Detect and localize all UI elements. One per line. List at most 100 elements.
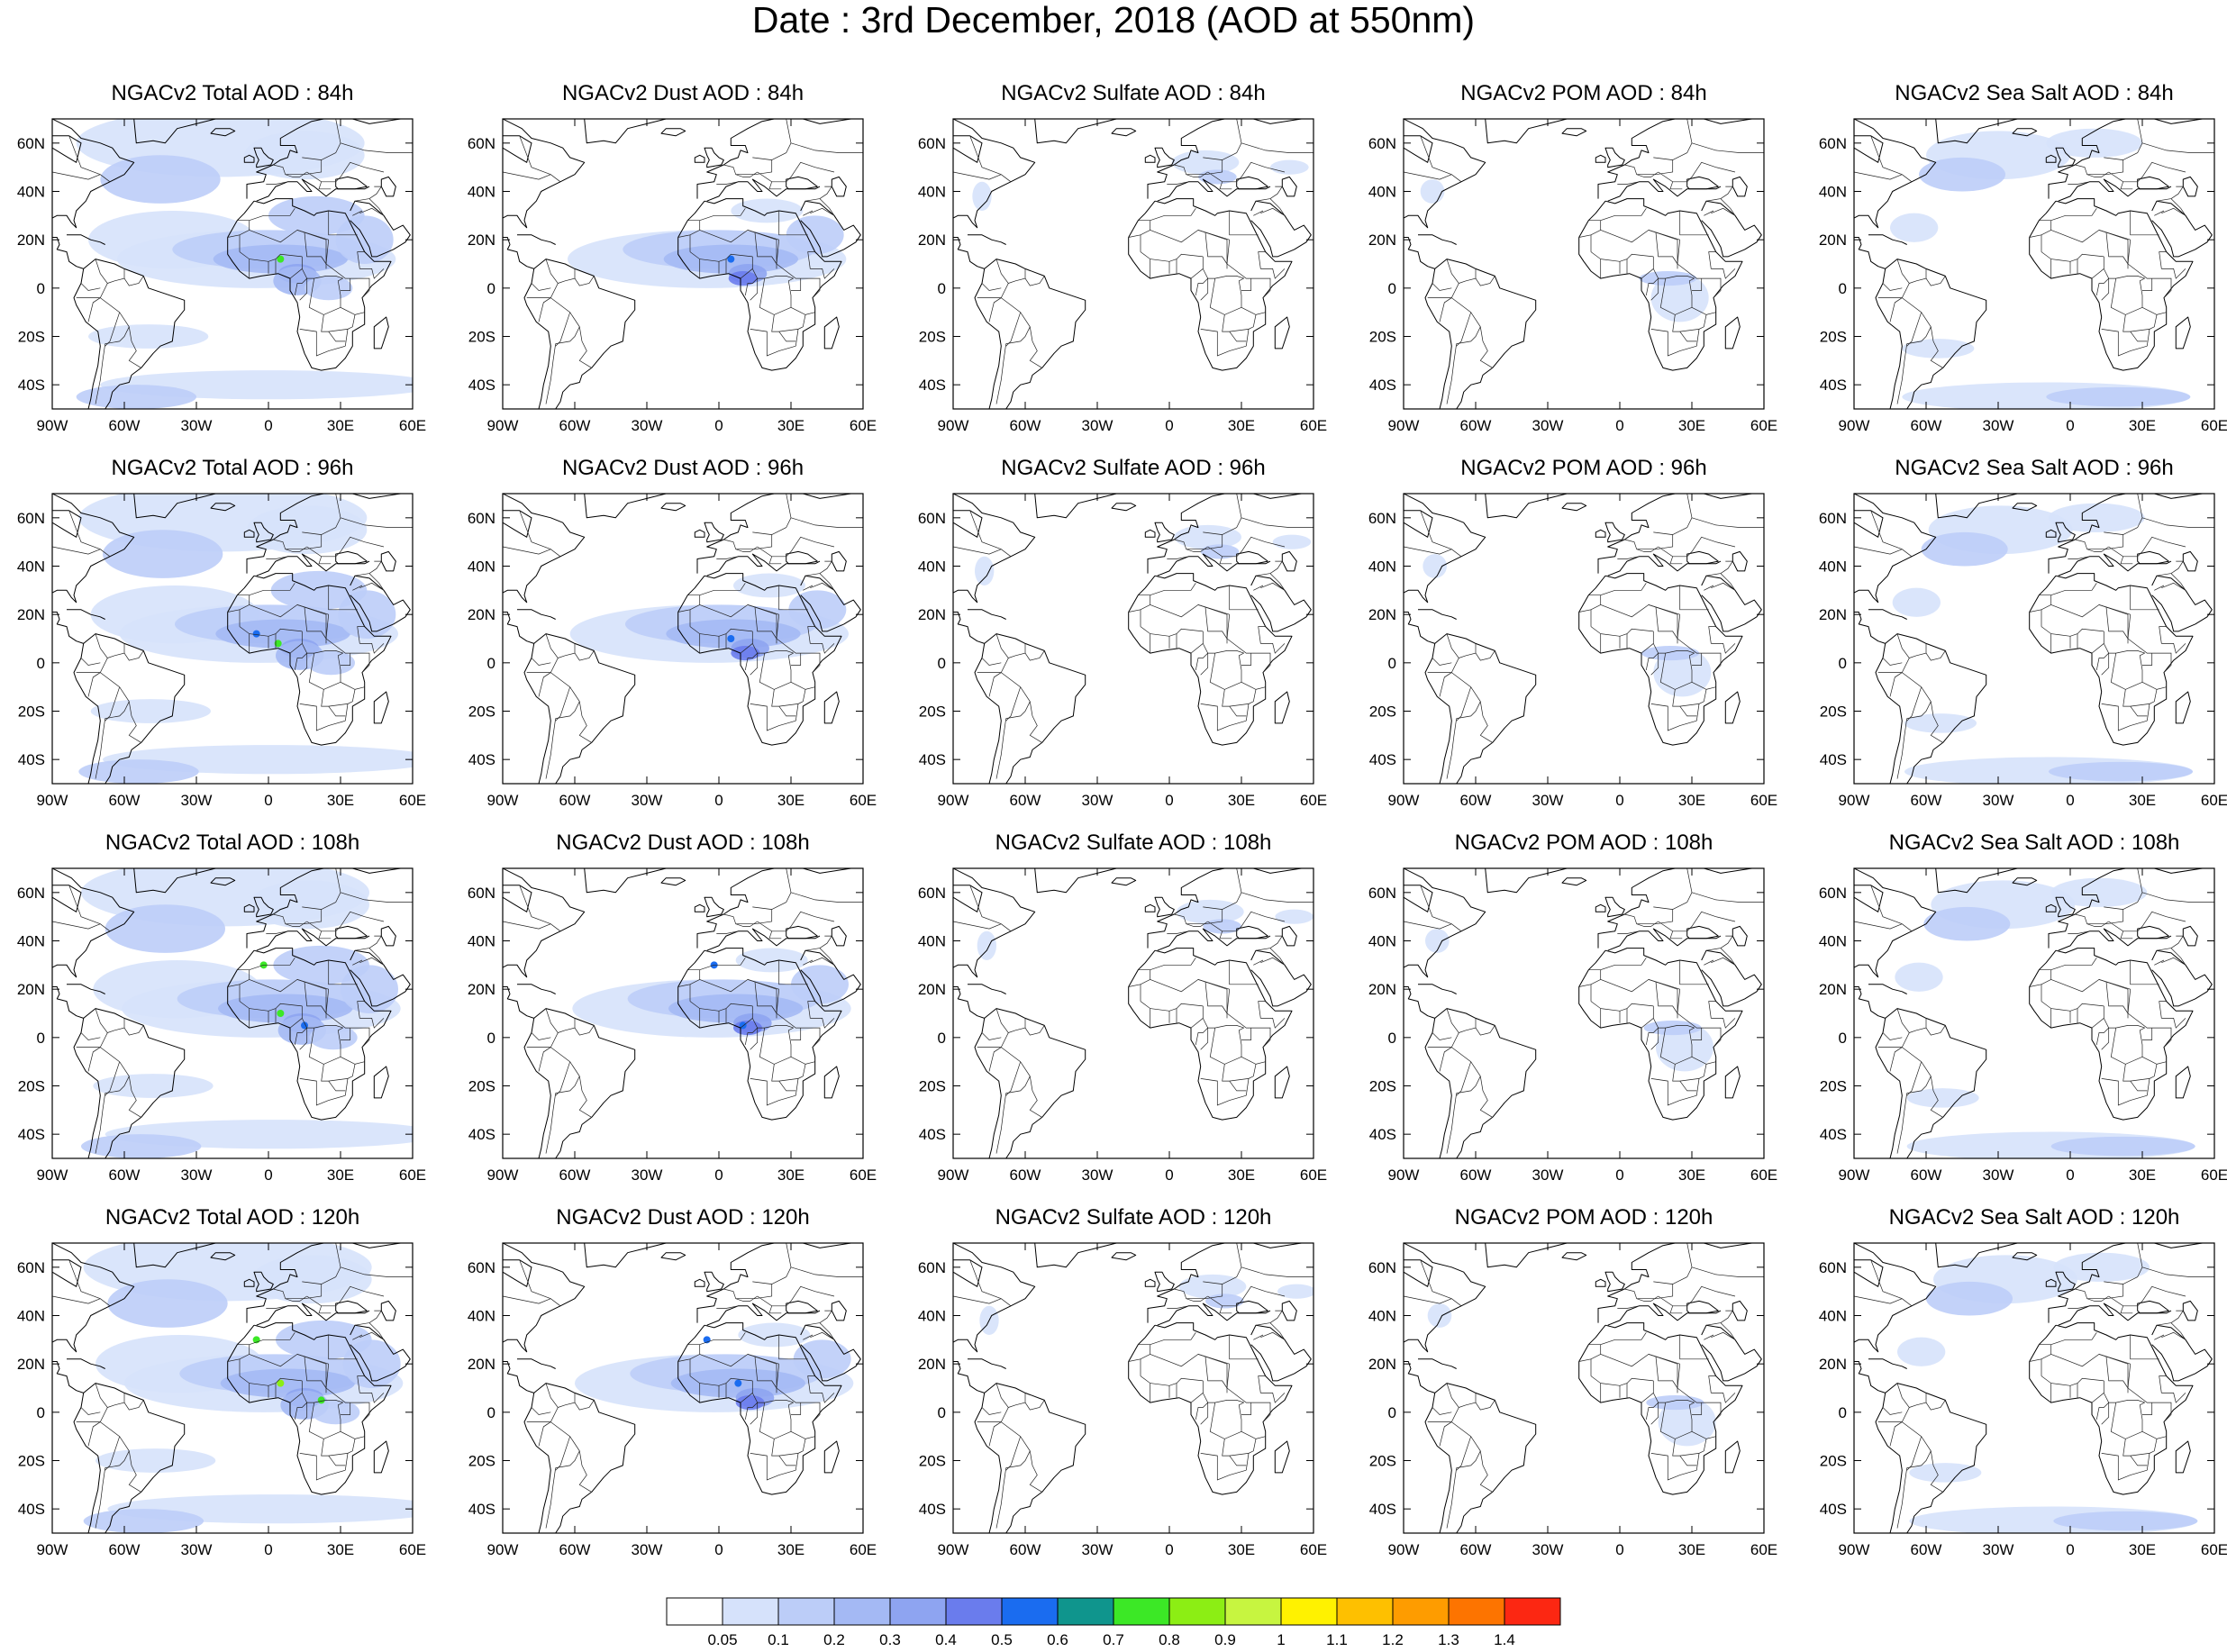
country-border bbox=[778, 211, 808, 236]
country-border bbox=[80, 1407, 101, 1415]
aod-hotspot bbox=[734, 1379, 742, 1387]
coastline bbox=[2175, 316, 2191, 349]
coastline bbox=[2058, 178, 2172, 202]
coastline bbox=[974, 643, 1002, 784]
coastline bbox=[1885, 1008, 1987, 1158]
lat-tick-label: 0 bbox=[1388, 655, 1396, 672]
lon-tick-label: 0 bbox=[2066, 417, 2074, 434]
coastline bbox=[52, 494, 135, 604]
country-border bbox=[1241, 653, 1252, 666]
country-border bbox=[294, 1402, 307, 1420]
country-border bbox=[2122, 1243, 2143, 1284]
country-border bbox=[754, 1357, 777, 1389]
map-panel: NGACv2 Total AOD : 84h 60N 40N 20N 0 20S 40S 90… bbox=[17, 81, 426, 434]
lat-tick-label: 60N bbox=[468, 1259, 495, 1276]
country-border bbox=[558, 1018, 576, 1033]
country-border bbox=[1479, 1465, 1493, 1493]
lat-tick-label: 20N bbox=[1819, 606, 1847, 623]
lat-tick-label: 40N bbox=[1819, 184, 1847, 201]
country-border bbox=[810, 643, 835, 654]
country-border bbox=[1475, 650, 1495, 661]
country-border bbox=[771, 314, 799, 332]
country-border bbox=[1648, 1354, 1678, 1393]
country-border bbox=[1226, 1364, 1251, 1403]
aod-blob bbox=[1174, 524, 1241, 549]
lat-tick-label: 40S bbox=[1369, 1501, 1396, 1518]
country-border bbox=[1241, 142, 1313, 153]
country-border bbox=[2141, 911, 2186, 927]
aod-blob bbox=[2046, 386, 2191, 407]
country-border bbox=[2130, 1080, 2148, 1092]
country-border bbox=[555, 326, 580, 344]
aod-blob bbox=[977, 930, 996, 960]
coastline bbox=[1724, 1440, 1741, 1474]
colorbar-swatch bbox=[945, 1597, 1003, 1626]
country-border bbox=[52, 171, 101, 180]
lon-tick-label: 30W bbox=[1983, 792, 2014, 809]
aod-blob bbox=[735, 948, 808, 973]
country-border bbox=[2103, 1018, 2145, 1029]
colorbar-swatch bbox=[1224, 1597, 1282, 1626]
country-border bbox=[285, 921, 307, 927]
lat-tick-label: 20N bbox=[918, 981, 946, 998]
country-border bbox=[969, 510, 1012, 558]
country-border bbox=[1882, 1032, 1903, 1040]
colorbar: 0.05 0.1 0.2 0.3 0.4 0.5 0.6 0.7 0.8 0.9 1 1.1 1.2 1.… bbox=[666, 1597, 1561, 1652]
country-border bbox=[52, 1295, 101, 1304]
country-border bbox=[1708, 1001, 1716, 1019]
lon-tick-label: 30W bbox=[1082, 1166, 1114, 1184]
coastline bbox=[2182, 550, 2198, 572]
coastline bbox=[1434, 633, 1537, 784]
colorbar-swatch bbox=[1504, 1597, 1561, 1626]
country-border bbox=[790, 1430, 815, 1439]
country-border bbox=[1439, 633, 1459, 697]
map-frame bbox=[1853, 493, 2215, 785]
country-border bbox=[1655, 232, 1678, 265]
lat-tick-label: 0 bbox=[938, 280, 946, 297]
coastline bbox=[1485, 1243, 1568, 1268]
coastline bbox=[1128, 573, 1293, 746]
country-border bbox=[1190, 631, 1204, 654]
lat-tick-label: 40S bbox=[18, 1501, 45, 1518]
lon-tick-label: 90W bbox=[938, 1541, 969, 1558]
country-border bbox=[1197, 230, 1228, 269]
country-border bbox=[1588, 583, 1647, 596]
panel-title: NGACv2 Sea Salt AOD : 96h bbox=[1895, 456, 2174, 480]
lat-tick-label: 40S bbox=[18, 1126, 45, 1143]
colorbar-label: 1 bbox=[1277, 1631, 1285, 1648]
country-border bbox=[1005, 326, 1031, 344]
country-border bbox=[2098, 604, 2129, 644]
country-border bbox=[810, 957, 835, 966]
country-border bbox=[754, 232, 777, 265]
coastline bbox=[1111, 128, 1137, 137]
country-borders bbox=[52, 494, 413, 779]
panel-title: NGACv2 POM AOD : 108h bbox=[1454, 831, 1713, 855]
lat-tick-label: 20N bbox=[17, 231, 45, 249]
country-border bbox=[1906, 312, 1922, 347]
country-border bbox=[1650, 1453, 1697, 1481]
country-border bbox=[1253, 585, 1264, 591]
aod-blob bbox=[1902, 339, 1975, 359]
country-border bbox=[771, 1064, 799, 1082]
country-border bbox=[1446, 1467, 1458, 1529]
country-border bbox=[1207, 171, 1242, 183]
country-border bbox=[321, 1439, 349, 1457]
country-border bbox=[2141, 517, 2214, 528]
country-border bbox=[503, 1295, 551, 1304]
country-border bbox=[325, 614, 350, 654]
country-border bbox=[776, 614, 801, 654]
lon-tick-label: 60E bbox=[2201, 792, 2227, 809]
country-border bbox=[1896, 343, 1908, 404]
country-border bbox=[328, 1455, 346, 1466]
country-border bbox=[800, 652, 821, 673]
country-border bbox=[359, 643, 385, 654]
country-border bbox=[1204, 1357, 1228, 1389]
country-border bbox=[790, 517, 863, 528]
panel-title: NGACv2 POM AOD : 120h bbox=[1454, 1205, 1713, 1230]
country-border bbox=[790, 911, 835, 927]
country-border bbox=[953, 921, 1002, 930]
country-border bbox=[1209, 652, 1244, 690]
country-border bbox=[1226, 989, 1251, 1029]
country-border bbox=[803, 210, 814, 216]
